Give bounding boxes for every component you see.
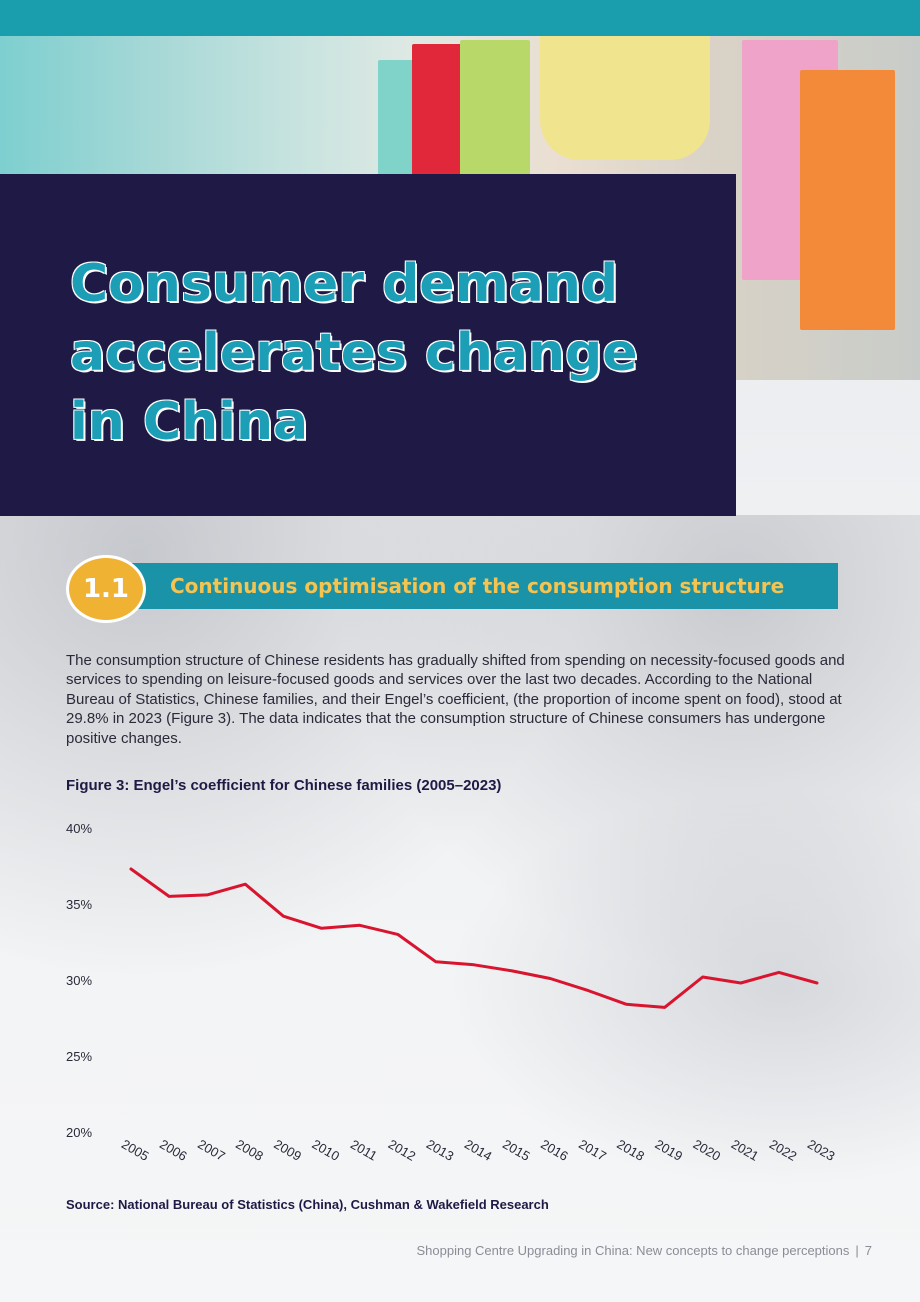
x-tick-label: 2013 (424, 1136, 457, 1163)
x-tick-label: 2010 (310, 1136, 343, 1163)
y-tick-label: 35% (66, 897, 92, 912)
page-number: 7 (864, 1243, 872, 1258)
title-panel: Consumer demand accelerates change in Ch… (0, 174, 736, 516)
footer-text: Shopping Centre Upgrading in China: New … (416, 1243, 850, 1258)
body-paragraph: The consumption structure of Chinese res… (66, 652, 845, 747)
x-tick-label: 2007 (195, 1136, 228, 1163)
page-title: Consumer demand accelerates change in Ch… (70, 254, 638, 452)
x-tick-label: 2009 (271, 1136, 304, 1163)
y-tick-label: 25% (66, 1049, 92, 1064)
x-tick-label: 2022 (767, 1136, 800, 1163)
figure-source: Source: National Bureau of Statistics (C… (66, 1197, 549, 1212)
y-tick-label: 30% (66, 973, 92, 988)
x-tick-label: 2012 (386, 1136, 419, 1163)
section-header-bar: Continuous optimisation of the consumpti… (110, 563, 838, 609)
x-tick-label: 2018 (614, 1136, 647, 1163)
background-image (0, 515, 920, 1302)
x-tick-label: 2014 (462, 1136, 495, 1163)
section-title: Continuous optimisation of the consumpti… (170, 574, 785, 598)
hero-band (0, 0, 920, 36)
shopping-bag-image (800, 70, 895, 330)
x-tick-label: 2005 (119, 1136, 152, 1163)
x-tick-label: 2019 (653, 1136, 686, 1163)
x-tick-label: 2017 (576, 1136, 609, 1163)
page-footer: Shopping Centre Upgrading in China: New … (416, 1243, 872, 1258)
figure-title: Figure 3: Engel’s coefficient for Chines… (66, 777, 502, 794)
x-tick-label: 2015 (500, 1136, 533, 1163)
shopping-bag-image (460, 40, 530, 190)
series-line (129, 867, 819, 1009)
x-tick-label: 2023 (805, 1136, 838, 1163)
y-tick-label: 40% (66, 821, 92, 836)
x-tick-label: 2011 (348, 1137, 380, 1164)
x-tick-label: 2016 (538, 1136, 571, 1163)
footer-separator: | (855, 1243, 859, 1258)
x-tick-label: 2008 (233, 1136, 266, 1163)
x-tick-label: 2006 (157, 1136, 190, 1163)
section-number-badge: 1.1 (66, 555, 146, 623)
y-tick-label: 20% (66, 1125, 92, 1140)
x-tick-label: 2020 (691, 1136, 724, 1163)
x-tick-label: 2021 (729, 1136, 762, 1163)
